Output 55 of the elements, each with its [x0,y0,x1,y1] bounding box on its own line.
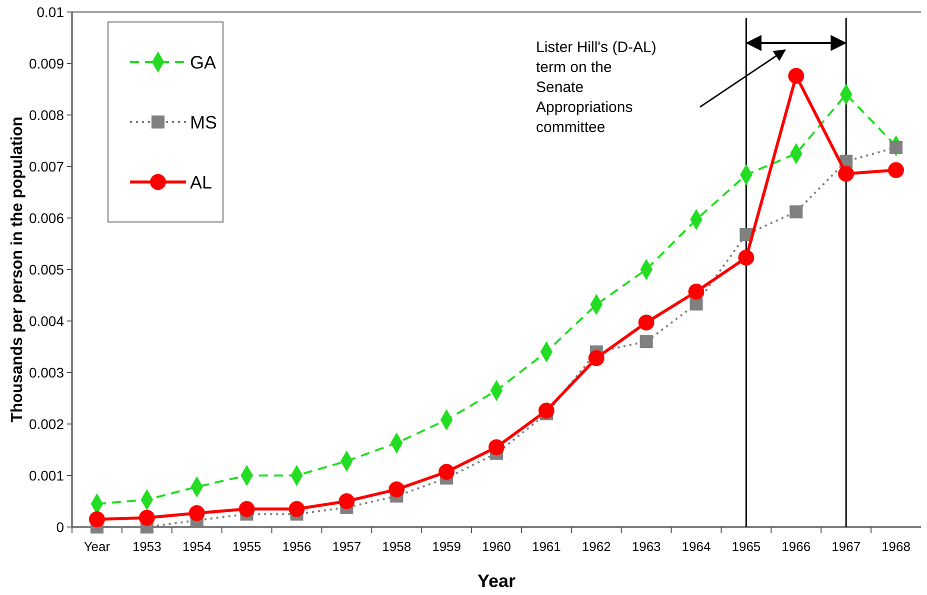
x-tick-label: 1964 [682,539,711,554]
point [88,511,105,528]
point [838,166,854,182]
point [690,297,703,311]
y-tick-label: 0.003 [28,364,64,380]
x-tick-label: 1963 [632,539,661,554]
x-tick-label: 1955 [232,539,262,554]
point [138,510,155,526]
x-tick-label: 1954 [182,539,212,554]
x-tick-label: 1961 [532,539,561,554]
point [188,505,205,522]
point [688,284,704,300]
x-tick-label: 1967 [832,539,861,554]
point [538,402,554,419]
y-tick-label: 0.005 [28,261,64,278]
point [638,314,654,331]
x-axis-title: Year [477,571,516,591]
annotation: Lister Hill's (D-AL) term on the Senate Appropriations committee [536,39,656,136]
x-tick-label: 1968 [882,539,910,554]
point [640,335,653,348]
y-tick-label: 0.007 [28,158,64,174]
x-tick-label: 1957 [332,539,362,554]
point [888,162,904,178]
x-tick-label: 1960 [482,539,511,554]
point [790,205,803,218]
point [588,350,604,366]
point [788,68,804,84]
y-tick-label: 0.001 [28,467,64,484]
y-tick-label: 0.004 [28,312,64,329]
point [238,501,255,517]
x-tick-label: 1956 [282,539,312,554]
y-tick-label: 0 [56,518,64,535]
x-tick-label: 1966 [782,539,811,554]
y-tick-label: 0.01 [36,4,64,20]
y-tick-label: 0.009 [28,55,64,72]
point [288,501,305,517]
x-tick-label: 1962 [582,539,611,554]
y-tick-label: 0.002 [28,416,64,432]
x-tick-label: 1965 [732,539,761,554]
y-tick-label: 0.008 [28,106,64,123]
x-tick-label: Year [84,539,111,554]
legend-label: AL [190,172,212,192]
point [388,481,405,498]
x-tick-label: 1958 [382,539,412,554]
point [488,439,504,456]
y-axis-title: Thousands per person in the population [9,116,26,422]
legend-label: GA [190,52,216,72]
point [890,140,903,154]
y-tick-label: 0.006 [28,210,64,226]
point [338,493,355,510]
x-tick-label: 1953 [132,539,162,554]
point [438,464,455,480]
x-tick-label: 1959 [432,539,462,554]
legend-label: MS [190,112,217,132]
point [738,250,754,266]
